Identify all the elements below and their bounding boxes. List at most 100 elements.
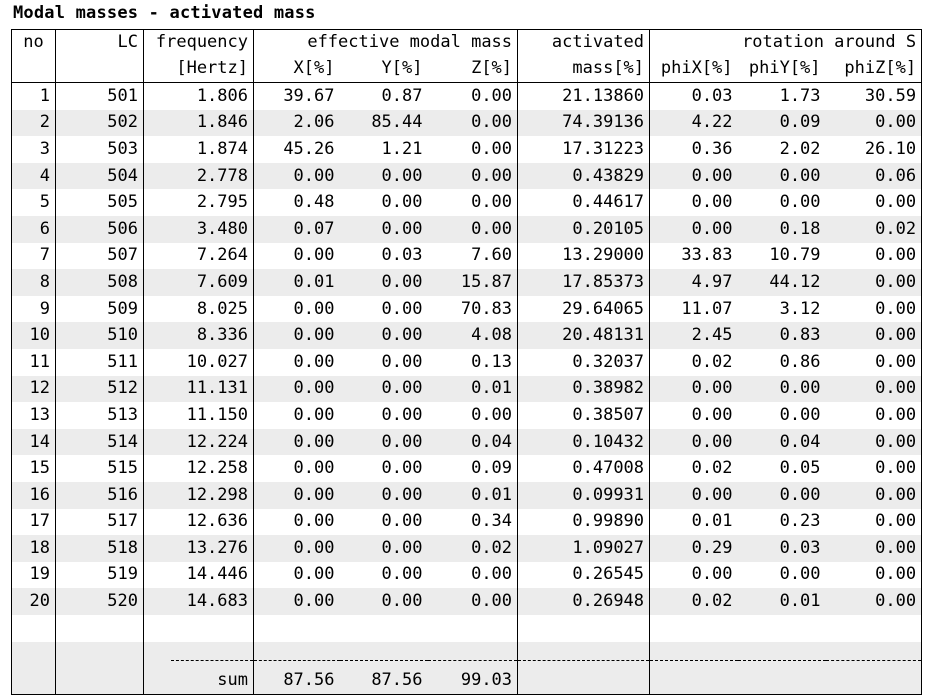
sum-y: 87.56 (339, 666, 428, 695)
cell-phiz: 0.00 (825, 242, 923, 270)
cell-phix: 33.83 (649, 242, 738, 270)
cell-y: 0.00 (339, 215, 428, 243)
dashed-line (427, 648, 518, 661)
cell-phiz: 0.00 (825, 535, 923, 562)
cell-phiy: 0.09 (737, 109, 826, 137)
cell-lc: 502 (55, 109, 144, 137)
cell-frequency: 1.846 (143, 109, 254, 137)
table-row: 10 510 8.336 0.00 0.00 4.08 20.48131 2.45 0.83 0.… (11, 322, 923, 349)
cell-phix: 0.00 (649, 162, 738, 190)
dashed-line (650, 648, 738, 661)
cell-no: 12 (11, 375, 56, 403)
cell-phiz: 26.10 (825, 136, 923, 163)
cell-x: 0.00 (253, 162, 340, 190)
cell-no: 20 (11, 588, 56, 615)
cell-no: 11 (11, 348, 56, 376)
cell-no: 6 (11, 215, 56, 243)
cell-x: 2.06 (253, 109, 340, 137)
cell-no: 17 (11, 508, 56, 536)
cell-z: 0.01 (427, 375, 518, 403)
cell-z: 0.00 (427, 402, 518, 429)
cell-x: 0.00 (253, 481, 340, 509)
cell-phiy: 0.01 (737, 588, 826, 615)
cell-phix: 0.00 (649, 481, 738, 509)
cell-lc: 516 (55, 481, 144, 509)
cell-phix: 0.02 (649, 348, 738, 376)
cell-frequency: 11.131 (143, 375, 254, 403)
cell-phix: 0.00 (649, 561, 738, 589)
cell-y: 0.00 (339, 189, 428, 216)
cell-frequency: 1.874 (143, 136, 254, 163)
cell-phiz: 0.00 (825, 375, 923, 403)
header-activated: activated (517, 29, 650, 55)
cell-phix: 0.02 (649, 455, 738, 482)
separator-row (11, 641, 923, 667)
cell-phiy: 0.00 (737, 162, 826, 190)
table-row: 1 501 1.806 39.67 0.87 0.00 21.13860 0.03 1.73 30… (11, 82, 923, 110)
cell-x: 0.00 (253, 295, 340, 323)
cell-lc: 511 (55, 348, 144, 376)
cell-z: 0.00 (427, 162, 518, 190)
cell-x: 0.00 (253, 402, 340, 429)
header-no: no (11, 29, 56, 55)
table-row: 16 516 12.298 0.00 0.00 0.01 0.09931 0.00 0.00 0.… (11, 481, 923, 509)
cell-activated-mass: 0.43829 (517, 162, 650, 190)
table-row: 3 503 1.874 45.26 1.21 0.00 17.31223 0.36 2.02 26… (11, 136, 923, 163)
sum-x: 87.56 (253, 666, 340, 695)
cell-phiz: 0.00 (825, 588, 923, 615)
cell-y: 0.00 (339, 162, 428, 190)
cell-phiy: 1.73 (737, 82, 826, 110)
cell-x: 0.00 (253, 561, 340, 589)
cell-phiz: 0.02 (825, 215, 923, 243)
cell-lc: 519 (55, 561, 144, 589)
cell-y: 1.21 (339, 136, 428, 163)
cell-activated-mass: 0.99890 (517, 508, 650, 536)
table-row: 13 513 11.150 0.00 0.00 0.00 0.38507 0.00 0.00 0.… (11, 402, 923, 429)
cell-phiz: 0.00 (825, 561, 923, 589)
cell-no: 1 (11, 82, 56, 110)
cell-frequency: 3.480 (143, 215, 254, 243)
cell-frequency: 8.025 (143, 295, 254, 323)
cell-frequency: 11.150 (143, 402, 254, 429)
cell-x: 0.00 (253, 428, 340, 456)
cell-no: 16 (11, 481, 56, 509)
cell-activated-mass: 13.29000 (517, 242, 650, 270)
cell-phix: 2.45 (649, 322, 738, 349)
cell-phiz: 30.59 (825, 82, 923, 110)
cell-no: 10 (11, 322, 56, 349)
cell-phiy: 2.02 (737, 136, 826, 163)
cell-phiy: 0.04 (737, 428, 826, 456)
cell-x: 0.01 (253, 269, 340, 296)
cell-x: 0.00 (253, 508, 340, 536)
cell-lc: 506 (55, 215, 144, 243)
cell-x: 0.00 (253, 348, 340, 376)
cell-activated-mass: 0.44617 (517, 189, 650, 216)
cell-z: 0.00 (427, 215, 518, 243)
dashed-line (339, 648, 428, 661)
cell-activated-mass: 1.09027 (517, 535, 650, 562)
cell-no: 9 (11, 295, 56, 323)
cell-frequency: 12.258 (143, 455, 254, 482)
cell-no: 19 (11, 561, 56, 589)
cell-frequency: 2.795 (143, 189, 254, 216)
cell-lc: 505 (55, 189, 144, 216)
cell-frequency: 7.609 (143, 269, 254, 296)
table-row: 14 514 12.224 0.00 0.00 0.04 0.10432 0.00 0.04 0.… (11, 428, 923, 456)
cell-phiy: 0.00 (737, 561, 826, 589)
table-body: 1 501 1.806 39.67 0.87 0.00 21.13860 0.03 1.73 30… (11, 82, 923, 695)
cell-no: 2 (11, 109, 56, 137)
cell-x: 45.26 (253, 136, 340, 163)
cell-activated-mass: 0.47008 (517, 455, 650, 482)
cell-activated-mass: 0.09931 (517, 481, 650, 509)
cell-phiy: 44.12 (737, 269, 826, 296)
cell-frequency: 13.276 (143, 535, 254, 562)
cell-no: 14 (11, 428, 56, 456)
cell-no: 5 (11, 189, 56, 216)
dashed-line (171, 648, 253, 661)
header-phix: phiX[%] (649, 55, 738, 83)
cell-phix: 0.02 (649, 588, 738, 615)
cell-phix: 0.00 (649, 215, 738, 243)
cell-activated-mass: 21.13860 (517, 82, 650, 110)
cell-y: 85.44 (339, 109, 428, 137)
cell-frequency: 8.336 (143, 322, 254, 349)
